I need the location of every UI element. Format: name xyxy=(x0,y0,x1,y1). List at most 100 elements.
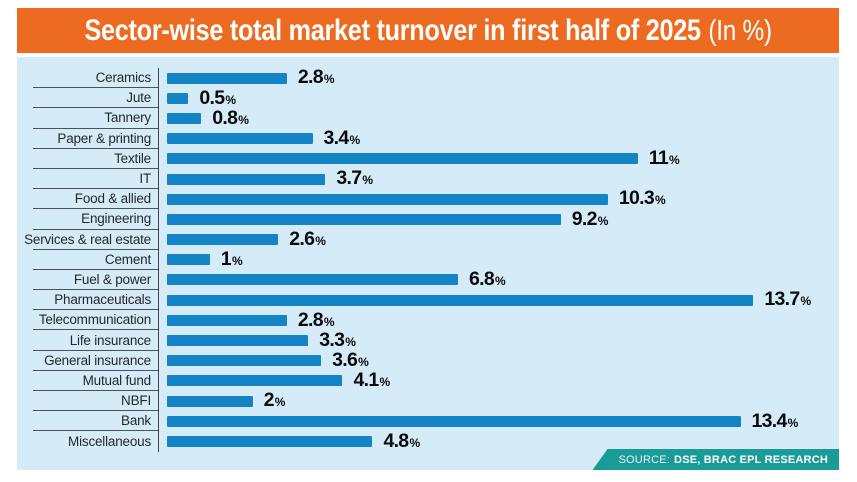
percent-sign: % xyxy=(495,274,506,289)
percent-sign: % xyxy=(379,375,391,390)
value-label: 2.8% xyxy=(298,68,335,88)
category-label: Cement xyxy=(33,250,158,270)
category-label: Food & allied xyxy=(33,189,158,210)
value-label: 13.7% xyxy=(764,290,811,310)
source-prefix: SOURCE: xyxy=(618,453,671,466)
bar-track: 3.7% xyxy=(158,169,839,190)
bar-track: 0.8% xyxy=(158,106,839,129)
value-number: 10.3 xyxy=(618,187,655,210)
chart-row: Food & allied 10.3% xyxy=(17,189,839,210)
value-label: 1% xyxy=(221,250,243,270)
bar xyxy=(167,435,373,447)
value-number: 4.1 xyxy=(353,369,379,392)
percent-sign: % xyxy=(274,395,286,410)
bar-track: 1% xyxy=(158,250,839,270)
bar-track: 2% xyxy=(158,391,839,412)
value-number: 2.8 xyxy=(297,308,324,331)
value-label: 10.3% xyxy=(619,189,666,209)
chart-row: Fuel & power 6.8% xyxy=(17,268,839,291)
chart-row: Tannery 0.8% xyxy=(17,106,839,129)
category-label: Engineering xyxy=(33,209,158,230)
bar-track: 3.4% xyxy=(158,126,839,149)
percent-sign: % xyxy=(238,112,249,127)
category-label: Services & real estate xyxy=(24,230,158,250)
chart-row: Services & real estate 2.6% xyxy=(17,227,839,250)
bar-track: 2.6% xyxy=(158,227,839,250)
bar xyxy=(167,193,608,205)
value-number: 13.7 xyxy=(764,288,800,311)
chart-row: Textile 11% xyxy=(17,149,839,169)
value-label: 2.8% xyxy=(297,308,335,331)
percent-sign: % xyxy=(315,233,326,248)
value-number: 4.8 xyxy=(383,429,409,452)
percent-sign: % xyxy=(323,72,335,87)
percent-sign: % xyxy=(358,354,369,369)
value-number: 6.8 xyxy=(469,268,495,291)
bar xyxy=(167,234,279,246)
bar-track: 6.8% xyxy=(158,268,839,291)
percent-sign: % xyxy=(231,254,243,269)
chart-row: Mutual fund 4.1% xyxy=(17,371,839,391)
value-number: 13.4 xyxy=(751,409,788,432)
category-label: Bank xyxy=(33,411,158,432)
bar xyxy=(167,173,326,185)
value-number: 2.8 xyxy=(297,66,324,89)
bar xyxy=(167,213,561,225)
value-number: 9.2 xyxy=(571,207,598,230)
bar-track: 2.8% xyxy=(158,68,839,89)
category-label: Mutual fund xyxy=(33,371,158,391)
value-label: 0.5% xyxy=(199,86,236,109)
chart-row: NBFI 2% xyxy=(17,391,839,412)
chart-row: Ceramics 2.8% xyxy=(17,68,839,89)
value-number: 0.5 xyxy=(199,86,225,109)
percent-sign: % xyxy=(654,193,666,208)
category-label: Telecommunication xyxy=(33,310,158,331)
value-label: 13.4% xyxy=(751,409,799,432)
chart-row: Bank 13.4% xyxy=(17,409,839,432)
bar-chart: Ceramics 2.8% Jute 0.5% Tannery 0.8% Paper & p… xyxy=(17,68,839,452)
category-label: General insurance xyxy=(33,351,158,371)
source-tag: SOURCE: DSE, BRAC EPL RESEARCH xyxy=(592,449,839,470)
bar xyxy=(167,294,754,306)
category-label: NBFI xyxy=(33,391,158,412)
value-number: 3.4 xyxy=(323,126,350,149)
category-label: Life insurance xyxy=(33,330,158,351)
bar-track: 3.3% xyxy=(158,330,839,351)
percent-sign: % xyxy=(345,334,356,349)
value-label: 3.7% xyxy=(336,169,373,189)
bar-track: 4.1% xyxy=(158,371,839,391)
bar-track: 9.2% xyxy=(158,207,839,230)
chart-row: Engineering 9.2% xyxy=(17,207,839,230)
chart-row: Pharmaceuticals 13.7% xyxy=(17,290,839,311)
bar-track: 0.5% xyxy=(158,86,839,109)
value-number: 2.6 xyxy=(289,227,315,250)
bar-track: 4.8% xyxy=(158,429,839,452)
bar xyxy=(167,415,741,427)
source-text: DSE, BRAC EPL RESEARCH xyxy=(674,453,828,466)
category-label: IT xyxy=(33,169,158,190)
percent-sign: % xyxy=(349,132,361,147)
chart-row: Paper & printing 3.4% xyxy=(17,126,839,149)
chart-row: Life insurance 3.3% xyxy=(17,330,839,351)
category-label: Textile xyxy=(33,149,158,169)
category-label: Paper & printing xyxy=(33,129,158,149)
percent-sign: % xyxy=(362,173,374,188)
value-number: 11 xyxy=(648,147,669,170)
bar-track: 3.6% xyxy=(158,350,839,371)
chart-row: Cement 1% xyxy=(17,250,839,270)
value-number: 1 xyxy=(220,248,232,271)
bar xyxy=(167,274,459,286)
bar xyxy=(167,72,287,84)
category-label: Jute xyxy=(33,88,158,109)
bar-track: 11% xyxy=(158,149,839,169)
value-label: 2% xyxy=(264,391,286,411)
category-label: Ceramics xyxy=(33,68,158,89)
chart-row: Jute 0.5% xyxy=(17,86,839,109)
value-number: 3.7 xyxy=(336,167,362,190)
bar xyxy=(167,395,253,407)
chart-row: General insurance 3.6% xyxy=(17,350,839,371)
value-number: 0.8 xyxy=(212,106,238,129)
bar xyxy=(167,92,189,104)
percent-sign: % xyxy=(800,294,812,309)
